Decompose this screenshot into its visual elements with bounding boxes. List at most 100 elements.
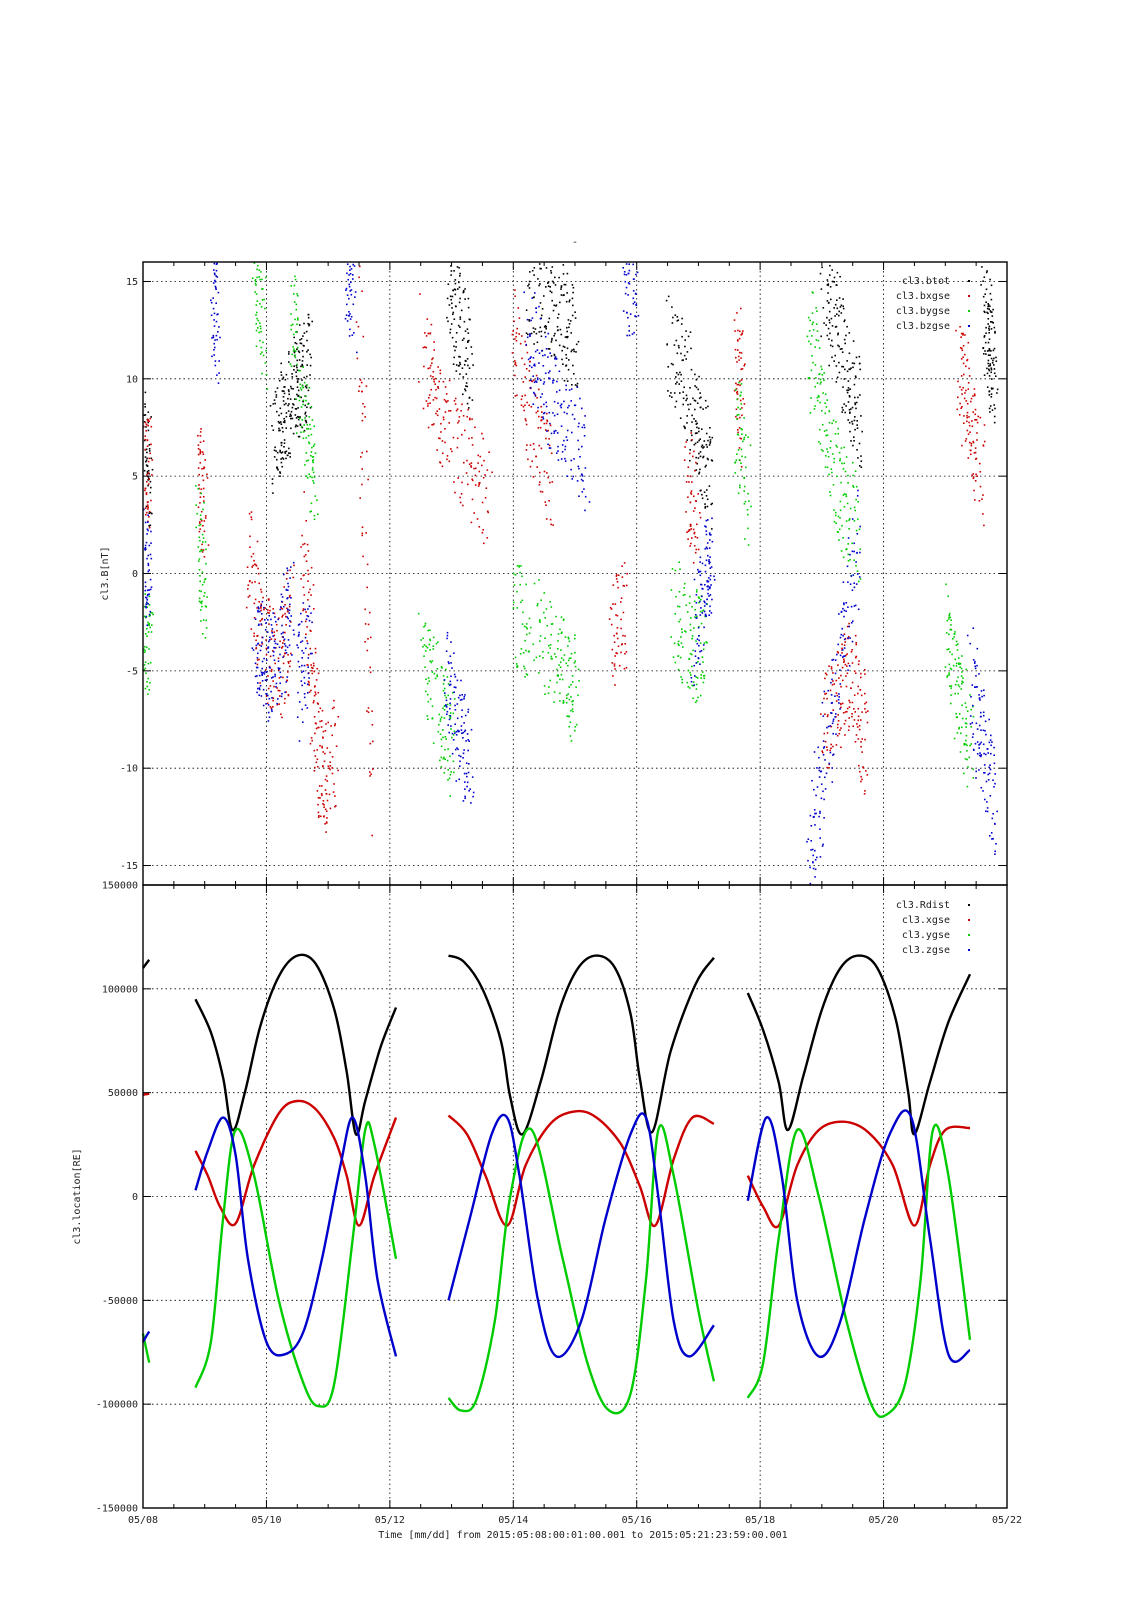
data-point <box>322 751 324 753</box>
data-point <box>247 588 249 590</box>
data-point <box>147 483 150 485</box>
data-point <box>334 805 336 808</box>
data-point <box>287 582 289 585</box>
data-point <box>704 505 707 508</box>
data-point <box>835 284 838 286</box>
data-point <box>145 505 148 508</box>
data-point <box>462 752 465 755</box>
data-point <box>448 718 451 721</box>
data-point <box>580 478 583 481</box>
data-point <box>306 427 308 430</box>
data-point <box>683 386 685 389</box>
data-point <box>816 856 818 859</box>
data-point <box>255 329 258 332</box>
data-point <box>276 466 278 469</box>
data-point <box>282 676 284 679</box>
data-point <box>849 388 851 390</box>
data-point <box>989 292 992 295</box>
data-point <box>292 561 295 564</box>
data-point <box>457 729 459 732</box>
data-point <box>477 454 479 457</box>
data-point <box>556 681 558 684</box>
data-point <box>151 474 153 476</box>
data-point <box>538 579 540 581</box>
data-point <box>147 479 149 481</box>
data-point <box>559 700 561 702</box>
data-point <box>531 269 534 272</box>
data-point <box>462 757 464 759</box>
data-point <box>857 663 860 666</box>
data-point <box>821 410 823 412</box>
data-point <box>468 367 471 369</box>
data-point <box>814 876 816 878</box>
data-point <box>703 610 706 613</box>
data-point <box>556 668 558 671</box>
data-point <box>700 607 702 609</box>
data-point <box>311 446 313 449</box>
data-point <box>826 334 829 337</box>
data-point <box>973 393 976 395</box>
data-point <box>568 715 570 718</box>
data-point <box>300 680 303 682</box>
data-point <box>995 360 998 362</box>
data-point <box>581 426 584 429</box>
data-point <box>310 594 312 596</box>
data-point <box>853 419 856 422</box>
data-point <box>528 319 530 321</box>
data-point <box>460 755 462 758</box>
data-point <box>824 693 826 695</box>
data-point <box>446 759 449 762</box>
data-point <box>834 433 837 435</box>
data-point <box>260 603 262 605</box>
data-point <box>822 754 825 756</box>
data-point <box>559 301 561 304</box>
data-point <box>851 589 854 591</box>
top-panel-grid <box>143 262 1007 885</box>
data-point <box>970 442 973 445</box>
data-point <box>990 367 993 369</box>
data-point <box>982 729 985 732</box>
data-point <box>468 437 470 440</box>
data-point <box>327 765 330 767</box>
data-point <box>734 348 737 351</box>
data-point <box>994 782 996 785</box>
data-point <box>735 415 737 418</box>
data-point <box>314 495 317 497</box>
data-point <box>829 725 832 727</box>
data-point <box>462 376 465 378</box>
data-point <box>435 388 437 391</box>
data-point <box>621 643 624 645</box>
data-point <box>213 342 215 345</box>
data-point <box>623 271 626 273</box>
data-point <box>551 481 554 483</box>
data-point <box>749 444 752 447</box>
data-point <box>849 701 851 704</box>
data-point <box>297 389 300 392</box>
data-point <box>560 286 563 289</box>
data-point <box>554 356 557 358</box>
data-point <box>436 668 439 670</box>
data-point <box>982 711 985 714</box>
data-point <box>948 648 950 650</box>
data-point <box>544 693 546 695</box>
data-point <box>426 715 429 717</box>
series-line <box>194 1116 398 1357</box>
data-point <box>464 388 466 390</box>
legend-label: cl3.bygse <box>896 306 950 317</box>
data-point <box>953 636 955 638</box>
data-point <box>819 442 822 445</box>
data-point <box>692 510 695 512</box>
data-point <box>849 558 851 561</box>
data-point <box>272 429 275 431</box>
data-point <box>673 642 676 645</box>
data-point <box>251 566 253 568</box>
data-point <box>992 779 994 781</box>
data-point <box>273 640 276 642</box>
data-point <box>578 467 580 470</box>
data-point <box>816 330 819 332</box>
data-point <box>455 780 458 782</box>
data-point <box>528 370 531 372</box>
data-point <box>325 793 328 795</box>
data-point <box>300 578 302 580</box>
data-point <box>569 657 572 659</box>
